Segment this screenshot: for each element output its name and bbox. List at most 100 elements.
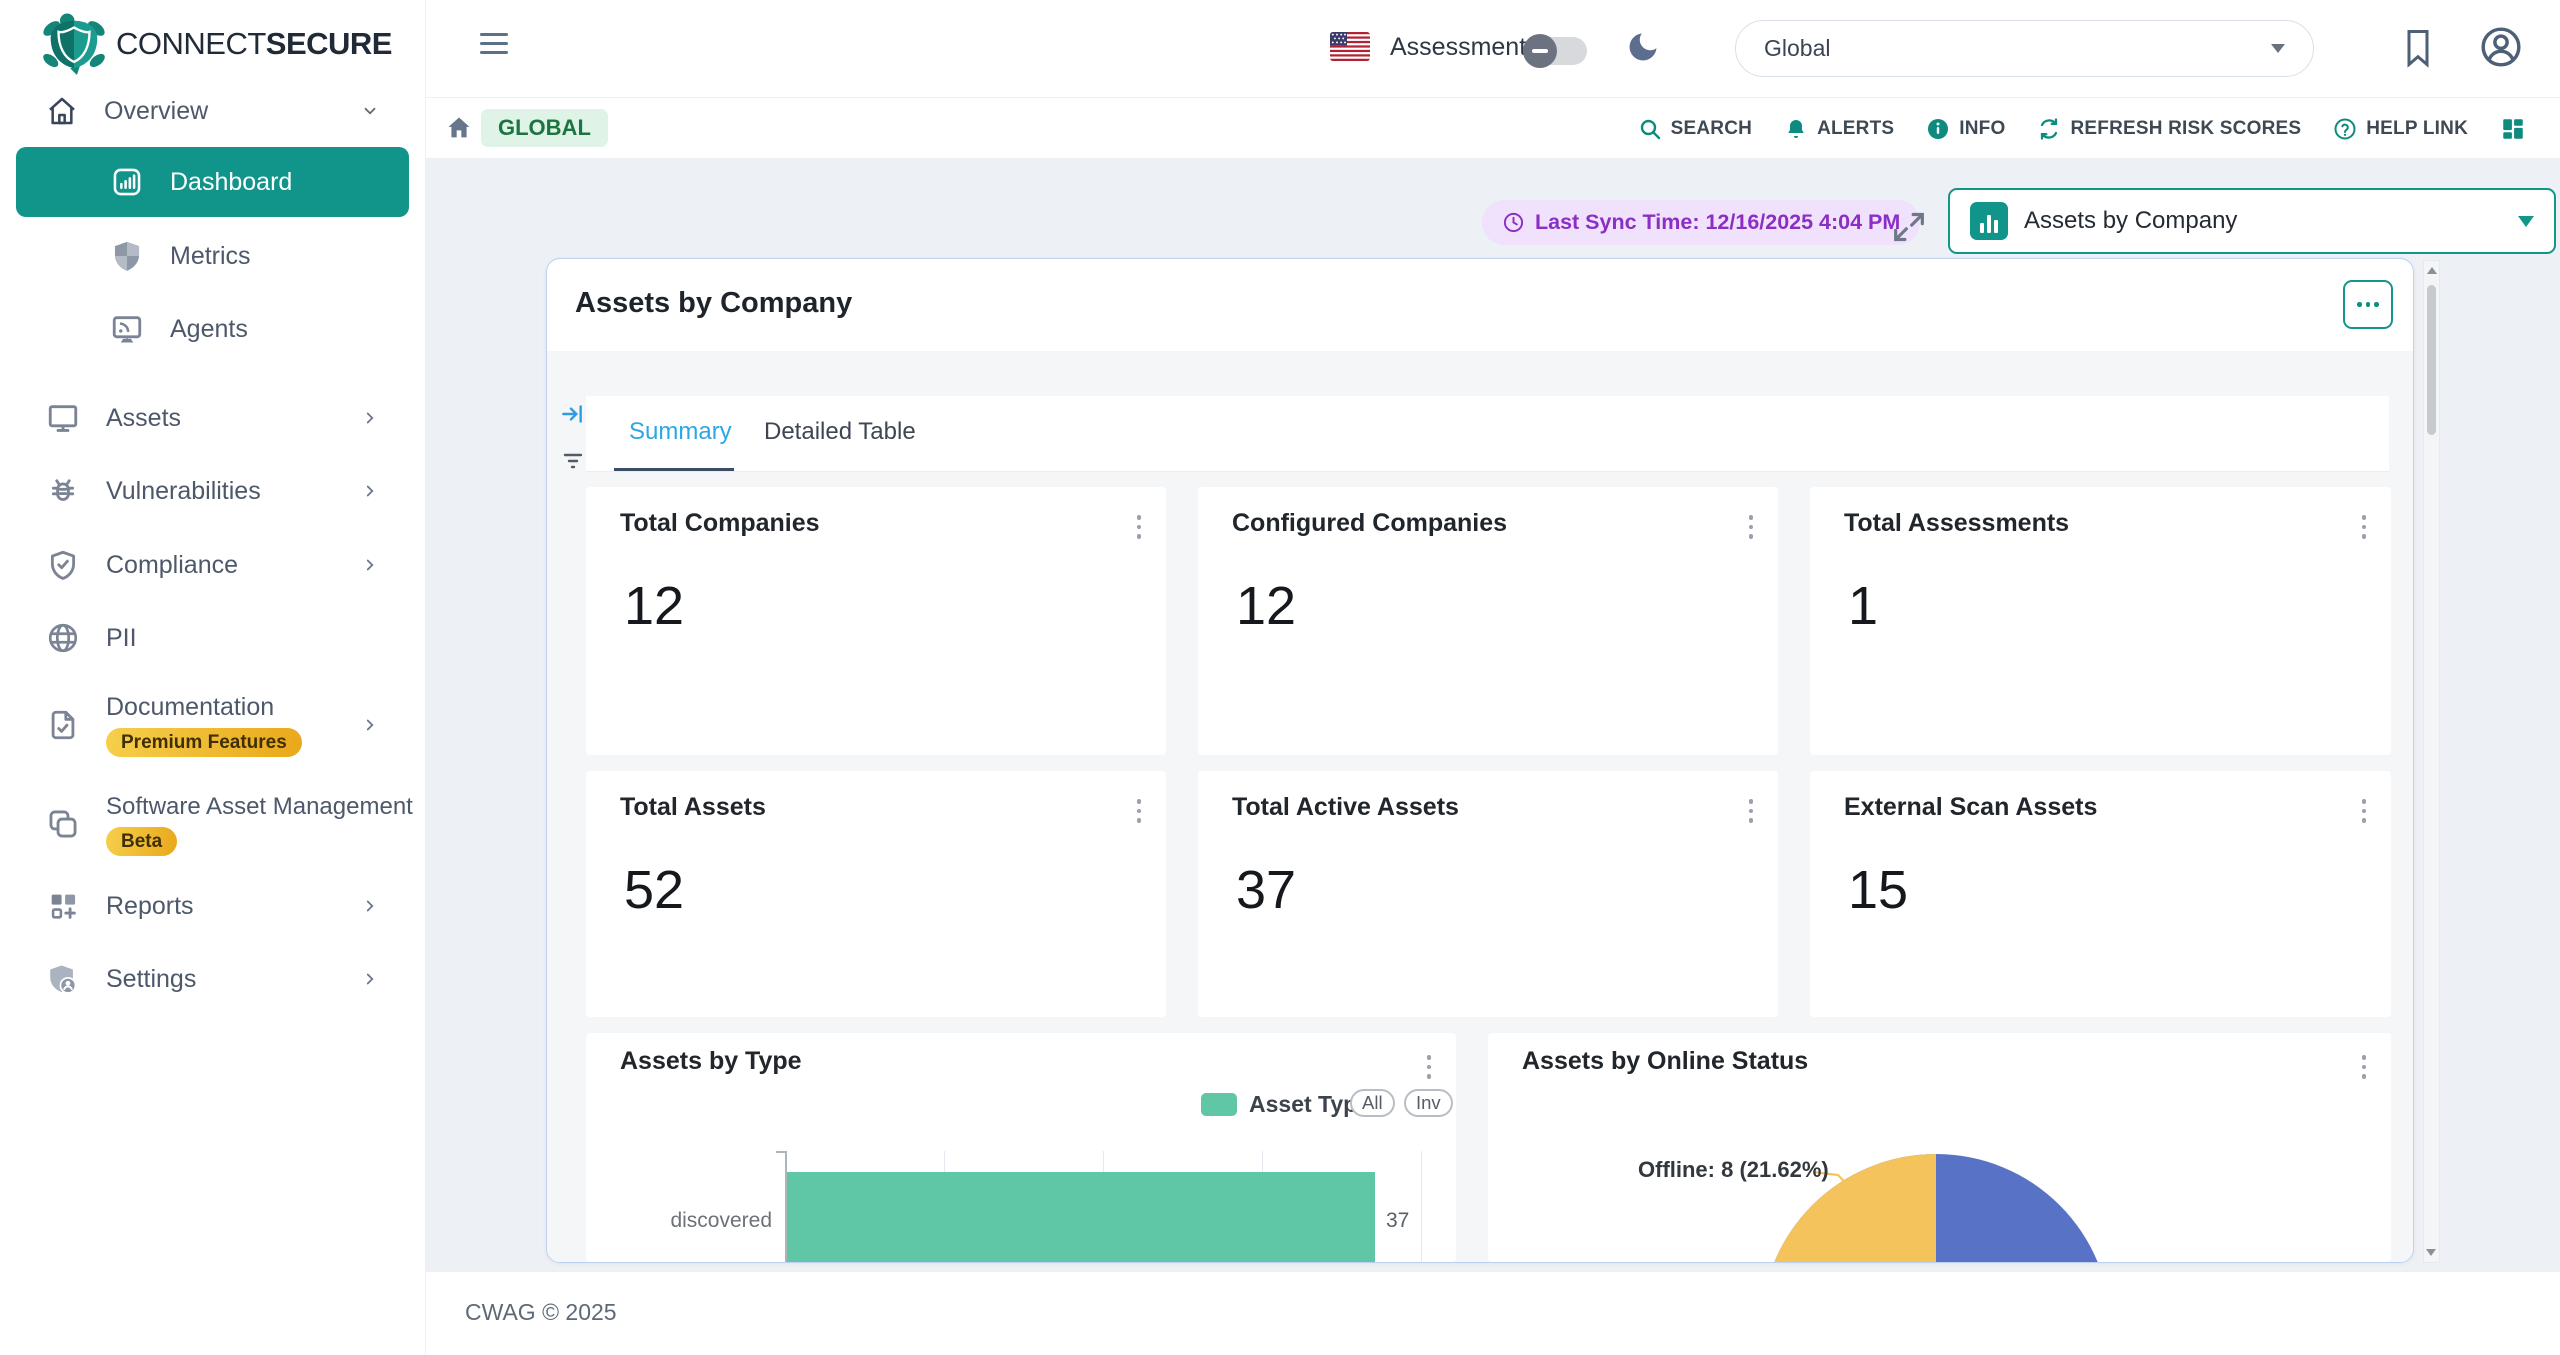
copyright-text: CWAG © 2025	[465, 1299, 617, 1326]
chart-widget-icon	[1970, 202, 2008, 240]
card-title: Assets by Company	[575, 287, 852, 320]
breadcrumb-global-chip[interactable]: GLOBAL	[481, 109, 608, 147]
stat-tile-total-assets: Total Assets 52	[586, 771, 1166, 1017]
stat-tile-external-scan-assets: External Scan Assets 15	[1810, 771, 2391, 1017]
sidebar-item-compliance[interactable]: Compliance	[0, 531, 425, 599]
sidebar-item-vulnerabilities[interactable]: Vulnerabilities	[0, 457, 425, 525]
chevron-right-icon	[361, 409, 379, 427]
sidebar-item-label: Documentation	[106, 693, 274, 722]
clock-icon	[1502, 211, 1525, 234]
kebab-menu-icon[interactable]	[1128, 787, 1150, 835]
scope-value: Global	[1764, 35, 1830, 62]
kebab-menu-icon[interactable]	[1740, 503, 1762, 551]
bar-discovered	[787, 1172, 1375, 1262]
shield-icon	[110, 239, 144, 273]
sidebar-item-settings[interactable]: Settings	[0, 945, 425, 1013]
kebab-menu-icon[interactable]	[2353, 787, 2375, 835]
main-content: Last Sync Time: 12/16/2025 4:04 PM Asset…	[425, 158, 2560, 1272]
stat-value: 37	[1236, 859, 1296, 921]
hamburger-menu-icon[interactable]	[480, 33, 508, 54]
language-flag-icon[interactable]	[1330, 32, 1370, 61]
axis-tick	[776, 1151, 785, 1153]
sidebar-item-reports[interactable]: Reports	[0, 872, 425, 940]
app-root: CONNECTSECURE Overview Dashboard Metrics	[0, 0, 2560, 1355]
alerts-button[interactable]: ALERTS	[1784, 117, 1894, 141]
fullscreen-expand-icon[interactable]	[1889, 207, 1929, 247]
widgets-grid-button[interactable]	[2500, 116, 2526, 142]
bookmark-icon[interactable]	[2400, 27, 2436, 69]
assessment-toggle[interactable]	[1525, 37, 1587, 65]
help-link-button[interactable]: HELP LINK	[2333, 117, 2468, 141]
online-status-pie	[1488, 1033, 2391, 1262]
sidebar-item-software-asset-management[interactable]: Software Asset Management Beta	[0, 779, 425, 869]
filter-icon[interactable]	[561, 449, 585, 473]
dark-mode-moon-icon[interactable]	[1625, 29, 1661, 65]
home-icon	[46, 95, 78, 127]
breadcrumb-home-icon[interactable]	[445, 114, 473, 142]
copies-icon	[46, 807, 80, 841]
refresh-risk-scores-button[interactable]: REFRESH RISK SCORES	[2037, 117, 2301, 141]
stat-tile-total-companies: Total Companies 12	[586, 487, 1166, 755]
sidebar-item-documentation[interactable]: Documentation Premium Features	[0, 680, 425, 770]
card-body: Summary Detailed Table Total Companies 1…	[547, 351, 2413, 1262]
monitor-icon	[46, 401, 80, 435]
stat-label: Configured Companies	[1232, 509, 1507, 538]
agents-monitor-icon	[110, 312, 144, 346]
beta-badge: Beta	[106, 827, 177, 856]
stat-label: Total Active Assets	[1232, 793, 1459, 822]
sidebar-item-assets[interactable]: Assets	[0, 384, 425, 452]
sidebar-item-label: Agents	[170, 315, 248, 344]
search-button[interactable]: SEARCH	[1638, 117, 1752, 141]
collapse-panel-icon[interactable]	[559, 401, 585, 427]
global-scope-select[interactable]: Global	[1735, 20, 2314, 77]
scroll-up-arrow[interactable]	[2427, 267, 2437, 274]
stat-label: External Scan Assets	[1844, 793, 2097, 822]
widget-selector-value: Assets by Company	[2024, 207, 2237, 235]
grid-icon	[2500, 116, 2526, 142]
vertical-scrollbar[interactable]	[2423, 260, 2440, 1263]
tab-detailed-table[interactable]: Detailed Table	[764, 396, 916, 468]
user-account-icon[interactable]	[2478, 24, 2524, 70]
sidebar-item-label: Metrics	[170, 242, 251, 271]
sidebar-item-dashboard[interactable]: Dashboard	[16, 147, 409, 217]
footer: CWAG © 2025	[425, 1272, 2560, 1355]
stat-tile-total-assessments: Total Assessments 1	[1810, 487, 2391, 755]
stat-value: 12	[624, 575, 684, 637]
sidebar-item-overview[interactable]: Overview	[0, 82, 425, 140]
sidebar-item-label: Reports	[106, 892, 194, 921]
tab-summary[interactable]: Summary	[629, 396, 732, 468]
caret-down-icon	[2271, 44, 2285, 53]
sidebar-item-label: PII	[106, 624, 137, 653]
kebab-menu-icon[interactable]	[1740, 787, 1762, 835]
legend-filter-all[interactable]: All	[1350, 1089, 1395, 1117]
chevron-right-icon	[361, 556, 379, 574]
card-menu-button[interactable]	[2343, 280, 2393, 329]
last-sync-text: Last Sync Time: 12/16/2025 4:04 PM	[1535, 210, 1900, 235]
info-button[interactable]: INFO	[1926, 117, 2005, 141]
search-icon	[1638, 117, 1662, 141]
toolbar-actions: SEARCH ALERTS INFO REFRESH RISK SCORES H…	[1638, 98, 2526, 159]
legend-swatch[interactable]	[1201, 1093, 1237, 1116]
chart-title: Assets by Type	[620, 1047, 802, 1076]
kebab-menu-icon[interactable]	[2353, 503, 2375, 551]
scrollbar-thumb[interactable]	[2427, 285, 2436, 435]
sidebar-item-metrics[interactable]: Metrics	[0, 222, 425, 290]
kebab-menu-icon[interactable]	[1128, 503, 1150, 551]
reports-grid-icon	[46, 889, 80, 923]
stat-label: Total Assets	[620, 793, 766, 822]
kebab-menu-icon[interactable]	[1418, 1043, 1440, 1091]
sidebar-item-pii[interactable]: PII	[0, 604, 425, 672]
turtle-logo-icon	[38, 12, 110, 76]
widget-selector-dropdown[interactable]: Assets by Company	[1948, 188, 2556, 254]
sidebar-item-label: Software Asset Management	[106, 793, 413, 821]
breadcrumb-toolbar: GLOBAL SEARCH ALERTS INFO REFRESH RISK S…	[425, 97, 2560, 159]
sidebar-item-agents[interactable]: Agents	[0, 295, 425, 363]
chevron-right-icon	[361, 716, 379, 734]
topbar: Assessment Global	[425, 0, 2560, 97]
legend-filter-inv[interactable]: Inv	[1404, 1089, 1453, 1117]
scroll-down-arrow[interactable]	[2426, 1249, 2436, 1256]
sidebar-item-label: Settings	[106, 965, 196, 994]
chevron-right-icon	[361, 970, 379, 988]
bug-icon	[46, 474, 80, 508]
card-header: Assets by Company	[547, 259, 2413, 352]
